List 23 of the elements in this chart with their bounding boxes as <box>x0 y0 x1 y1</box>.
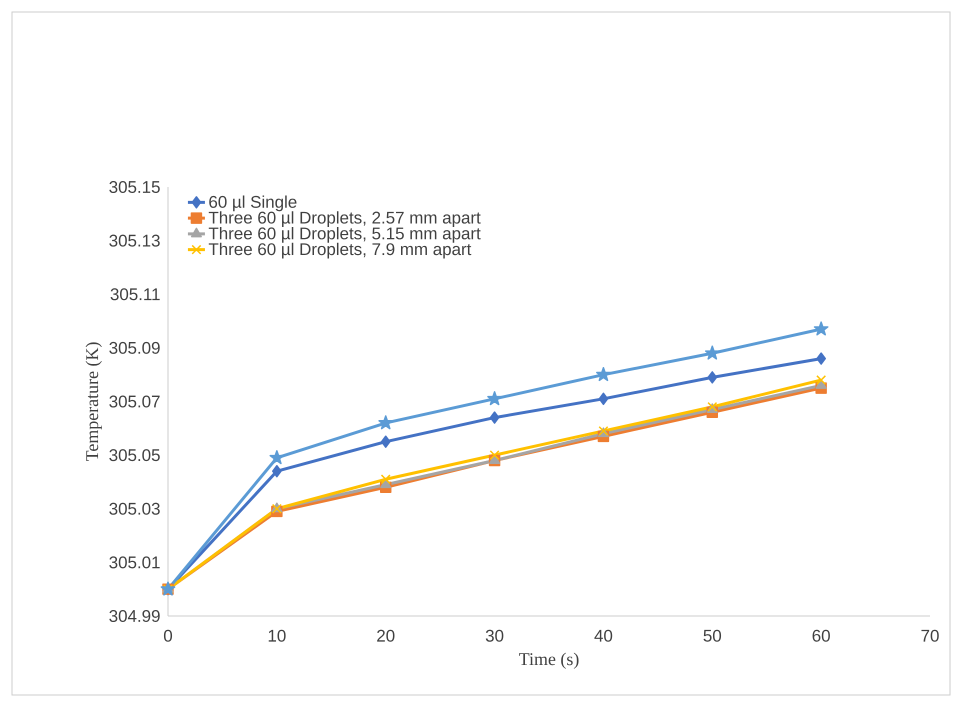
x-tick-label: 30 <box>486 630 504 642</box>
x-axis-title: Time (s) <box>519 652 579 669</box>
y-tick-label: 305.09 <box>109 342 160 354</box>
x-tick-label: 50 <box>704 630 722 642</box>
y-tick-label: 305.01 <box>109 556 160 568</box>
y-tick-label: 304.99 <box>109 610 160 622</box>
y-tick-label: 305.05 <box>109 449 160 462</box>
y-tick-label: 305.15 <box>109 181 160 194</box>
y-tick-label: 305.13 <box>109 234 160 247</box>
y-tick-label: 305.07 <box>109 396 160 408</box>
legend-label: Three 60 µl Droplets, 5.15 mm apart <box>208 227 481 243</box>
x-tick-label: 70 <box>921 630 939 642</box>
x-tick-label: 10 <box>268 630 286 642</box>
x-tick-label: 40 <box>594 630 612 642</box>
y-tick-label: 305.03 <box>109 502 160 515</box>
legend-label: Three 60 µl Droplets, 2.57 mm apart <box>208 211 481 228</box>
x-tick-label: 20 <box>377 630 394 642</box>
y-axis-title: Temperature (K) <box>86 342 102 462</box>
y-tick-label: 305.11 <box>110 288 160 300</box>
legend-label: 60 µl Single <box>209 195 296 212</box>
x-tick-label: 0 <box>164 630 172 642</box>
legend-label: Three 60 µl Droplets, 7.9 mm apart <box>208 242 472 259</box>
x-tick-label: 60 <box>812 630 830 642</box>
